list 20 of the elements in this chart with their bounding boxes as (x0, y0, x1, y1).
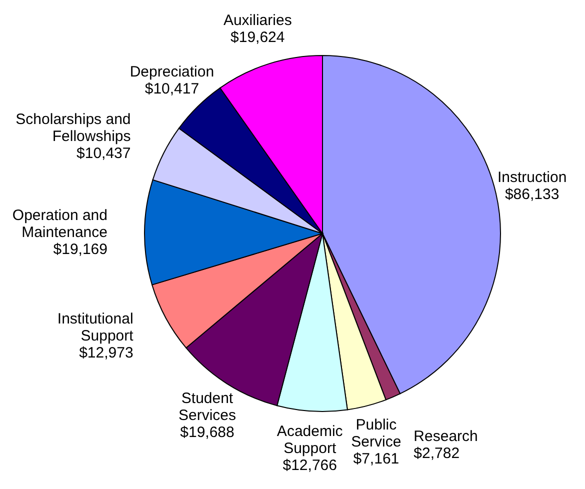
data-label: $19,688 (180, 424, 234, 442)
slice-label: Auxiliaries (223, 12, 292, 30)
slice-label: Institutional Support (57, 310, 134, 345)
slice-label: Public Service (351, 416, 402, 451)
data-label: $12,973 (79, 344, 134, 362)
slice-label: Instruction (497, 168, 567, 186)
data-label: $12,766 (282, 457, 337, 474)
slice-label: Research (414, 428, 478, 446)
slice-label: Student Services (178, 390, 236, 424)
data-label: $19,169 (53, 240, 108, 258)
slice-label: Operation and Maintenance (12, 206, 108, 241)
slice-label: Scholarships and Fellowships (16, 111, 131, 146)
data-label: $86,133 (504, 186, 560, 203)
data-label: $19,624 (230, 29, 285, 46)
data-label: $10,437 (76, 145, 131, 162)
data-label: $10,417 (144, 80, 200, 98)
data-label: $2,782 (414, 445, 460, 462)
slice-label: Depreciation (130, 64, 214, 80)
slice-label: Academic Support (276, 423, 344, 458)
data-label: $7,161 (353, 450, 400, 468)
